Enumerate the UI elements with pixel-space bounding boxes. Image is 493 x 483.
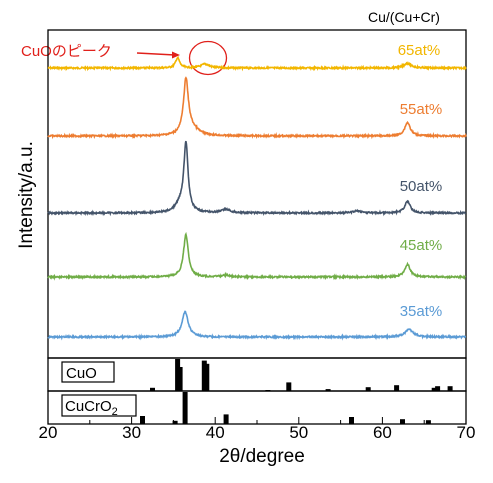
series-line-55at bbox=[47, 76, 467, 140]
x-axis-title: 2θ/degree bbox=[219, 446, 305, 467]
reference-line-cucro bbox=[223, 414, 229, 424]
series-line-45at bbox=[47, 231, 467, 281]
x-tick-label: 40 bbox=[206, 423, 225, 442]
reference-label-cuo: CuO bbox=[66, 365, 97, 382]
reference-line-cuo bbox=[177, 367, 183, 391]
series-line-35at bbox=[47, 310, 466, 341]
series-label-65: 65at% bbox=[398, 42, 441, 59]
reference-line-cuo bbox=[286, 382, 292, 391]
series-label-55: 55at% bbox=[400, 101, 443, 118]
reference-line-cucro bbox=[140, 416, 145, 424]
series-label-50: 50at% bbox=[400, 178, 443, 195]
reference-line-cucro bbox=[349, 417, 354, 424]
reference-label-box-cuo bbox=[61, 361, 115, 383]
reference-layer bbox=[140, 359, 453, 424]
series-line-65at bbox=[47, 55, 467, 72]
reference-line-cuo bbox=[431, 387, 437, 391]
reference-line-cuo bbox=[265, 390, 271, 391]
reference-line-cucro bbox=[425, 420, 431, 424]
x-tick-label: 20 bbox=[39, 423, 58, 442]
y-axis-title: Intensity/a.u. bbox=[16, 141, 37, 249]
reference-label-box-cucro2 bbox=[61, 394, 137, 417]
annotation-arrowhead bbox=[172, 51, 180, 59]
tick-layer bbox=[47, 417, 467, 424]
series-layer bbox=[47, 55, 467, 341]
annotation-arrow-line bbox=[136, 52, 176, 56]
annotation-text: CuOのピーク bbox=[21, 43, 112, 60]
reference-label-cucro2: CuCrO2 bbox=[65, 398, 118, 418]
reference-line-cuo bbox=[325, 389, 331, 391]
series-label-45: 45at% bbox=[400, 237, 443, 254]
series-label-35: 35at% bbox=[400, 303, 443, 320]
x-tick-label: 50 bbox=[289, 423, 308, 442]
reference-line-cucro bbox=[172, 420, 178, 424]
series-line-50at bbox=[47, 140, 467, 217]
reference-label-subscript: 2 bbox=[112, 406, 118, 418]
reference-line-cuo bbox=[150, 387, 155, 391]
reference-line-cuo bbox=[435, 386, 441, 391]
reference-line-cucro bbox=[182, 392, 188, 424]
reference-line-cucro bbox=[400, 419, 405, 424]
header-label: Cu/(Cu+Cr) bbox=[368, 9, 440, 25]
reference-line-cuo bbox=[365, 387, 371, 391]
annotation-circle bbox=[188, 40, 228, 76]
x-tick-label: 30 bbox=[122, 423, 141, 442]
reference-line-cuo bbox=[447, 386, 453, 391]
reference-line-cuo bbox=[204, 363, 210, 391]
reference-line-cuo bbox=[394, 385, 400, 391]
x-tick-label: 60 bbox=[373, 423, 392, 442]
x-tick-label: 70 bbox=[457, 423, 476, 442]
